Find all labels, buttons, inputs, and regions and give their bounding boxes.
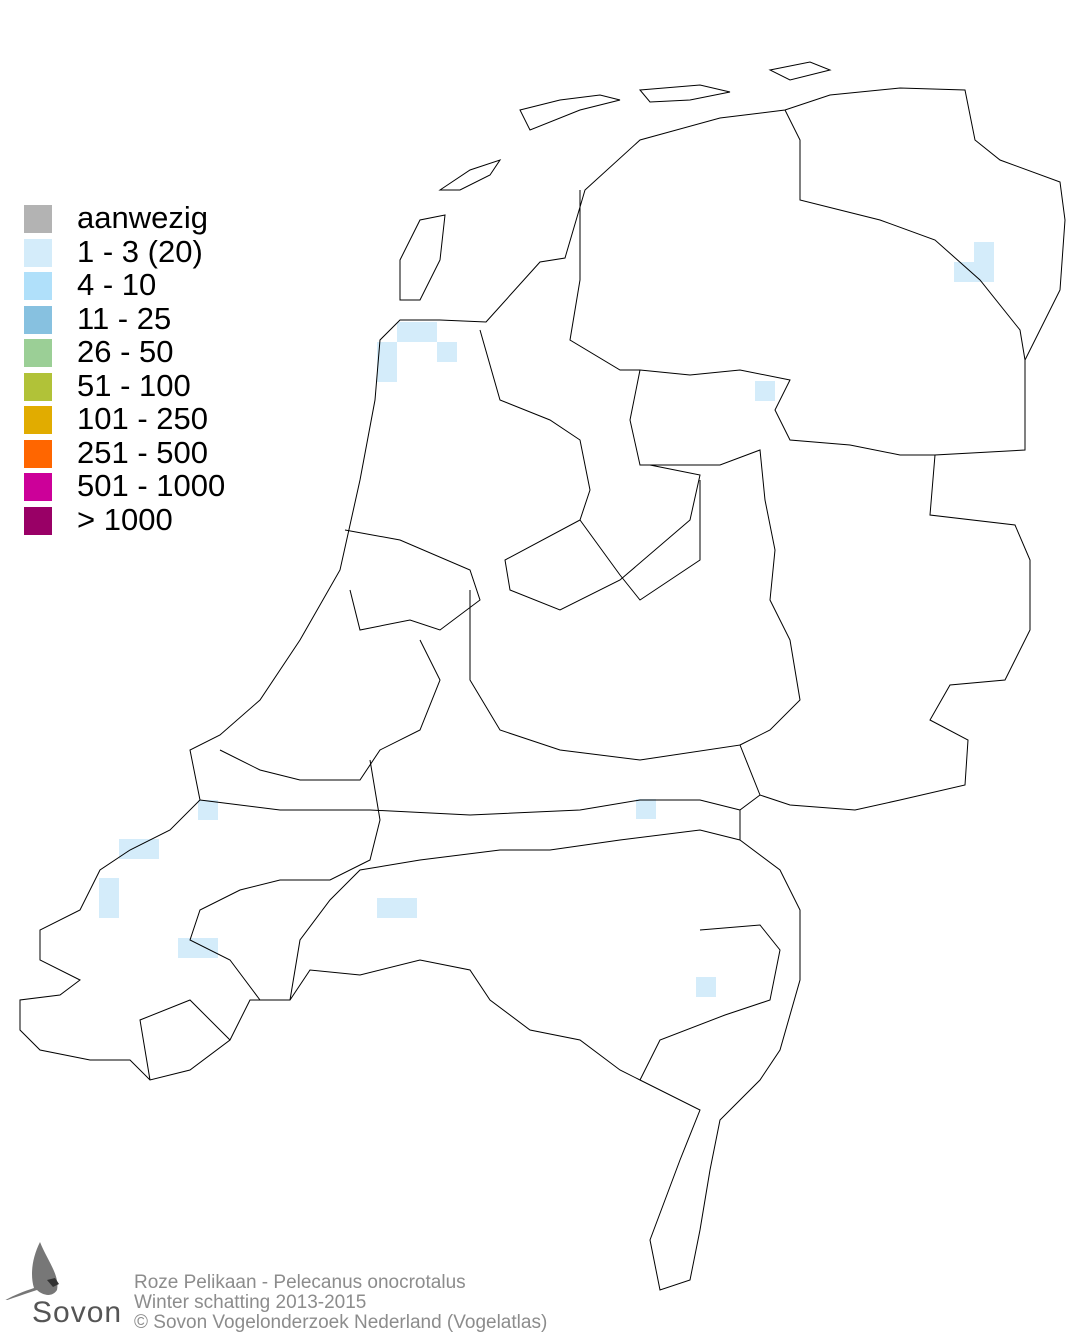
legend-label: aanwezig — [77, 200, 208, 235]
legend-label: 251 - 500 — [77, 434, 208, 470]
occupied-cell — [377, 362, 397, 382]
legend-label: 1 - 3 (20) — [77, 233, 203, 269]
legend-swatch — [24, 339, 52, 367]
occupied-cell — [99, 898, 119, 918]
legend-swatch — [24, 272, 52, 300]
province-borders — [19, 61, 1066, 1291]
occupied-cell — [377, 898, 397, 918]
map-caption: Roze Pelikaan - Pelecanus onocrotalus Wi… — [134, 1273, 547, 1333]
legend-swatch — [24, 305, 52, 334]
occupied-cell — [636, 799, 656, 819]
legend-label: > 1000 — [77, 501, 173, 537]
occupied-cell — [397, 322, 417, 342]
occupied-cell — [198, 938, 218, 958]
occupied-cell — [696, 977, 716, 997]
legend-label: 51 - 100 — [77, 367, 191, 403]
legend-label: 26 - 50 — [77, 334, 174, 369]
legend-swatch — [24, 205, 52, 233]
occupied-cell — [139, 839, 159, 859]
occupied-cell — [99, 878, 119, 898]
legend-swatch — [24, 439, 52, 468]
occupied-cell — [974, 262, 994, 282]
occupied-cell — [377, 342, 397, 362]
legend-label: 4 - 10 — [77, 267, 157, 302]
country-outline — [19, 87, 1066, 1291]
occupied-cell — [178, 938, 198, 958]
occupied-cell — [417, 322, 437, 342]
occupied-cell — [755, 381, 775, 401]
period: Winter schatting 2013-2015 — [134, 1292, 367, 1313]
occupied-cell — [437, 342, 457, 362]
occupied-cell — [974, 242, 994, 262]
legend-label: 101 - 250 — [77, 401, 208, 436]
logo-text: Sovon — [32, 1296, 123, 1329]
legend-swatch — [24, 372, 52, 401]
occupied-cell — [954, 262, 974, 282]
occupied-cell — [397, 898, 417, 918]
legend-label: 501 - 1000 — [77, 468, 226, 503]
legend-label: 11 - 25 — [77, 300, 172, 336]
occupied-cell — [119, 839, 139, 859]
species-name: Roze Pelikaan - Pelecanus onocrotalus — [134, 1272, 466, 1293]
swallow-icon — [2, 1242, 59, 1302]
sovon-logo — [2, 1240, 122, 1335]
legend-swatch — [24, 238, 52, 267]
copyright: © Sovon Vogelonderzoek Nederland (Vogela… — [134, 1312, 548, 1333]
legend-swatch — [24, 473, 52, 501]
legend-swatch — [24, 406, 52, 434]
legend-swatch — [24, 506, 52, 535]
occupied-cell — [198, 800, 218, 820]
occupied-cells — [99, 242, 994, 997]
